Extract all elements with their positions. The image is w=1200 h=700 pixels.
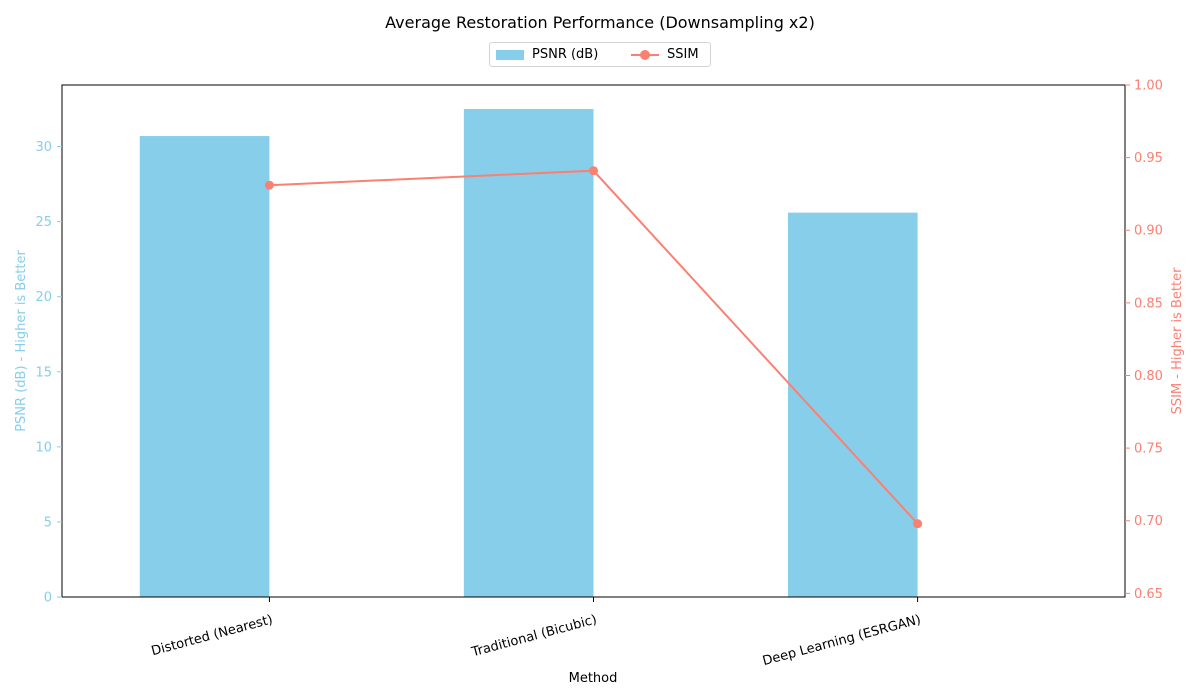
legend-item-psnr: PSNR (dB): [496, 47, 598, 62]
x-axis-label: Method: [569, 671, 618, 686]
left-y-axis-label: PSNR (dB) - Higher is Better: [14, 250, 29, 432]
left-y-tick-label: 25: [35, 215, 52, 230]
right-y-tick-label: 0.65: [1134, 587, 1163, 602]
x-tick-label: Deep Learning (ESRGAN): [761, 612, 923, 669]
right-y-axis-label: SSIM - Higher is Better: [1170, 267, 1185, 414]
right-y-tick-label: 1.00: [1134, 79, 1163, 94]
legend-swatch-line: [631, 49, 659, 60]
right-y-tick-label: 0.75: [1134, 442, 1163, 457]
legend: PSNR (dB) SSIM: [489, 42, 711, 67]
bar-psnr-2: [463, 109, 594, 597]
left-y-tick-label: 15: [35, 365, 52, 380]
right-y-tick-label: 0.85: [1134, 296, 1163, 311]
point-ssim-3: [913, 519, 923, 529]
right-y-tick-label: 0.70: [1134, 514, 1163, 529]
left-y-tick-label: 20: [35, 290, 52, 305]
right-y-tick-label: 0.80: [1134, 369, 1163, 384]
point-ssim-2: [589, 166, 598, 176]
bar-psnr-1: [139, 136, 270, 597]
legend-swatch-bar: [496, 49, 524, 60]
right-y-tick-label: 0.95: [1134, 151, 1163, 166]
left-y-tick-label: 5: [44, 515, 52, 530]
left-y-tick-label: 10: [35, 440, 52, 455]
legend-item-ssim: SSIM: [631, 47, 699, 62]
legend-label-ssim: SSIM: [667, 47, 699, 62]
left-y-tick-label: 0: [44, 591, 52, 606]
x-tick-label: Distorted (Nearest): [150, 612, 275, 659]
right-y-tick-label: 0.90: [1134, 224, 1163, 239]
legend-label-psnr: PSNR (dB): [532, 47, 599, 62]
left-y-tick-label: 30: [35, 140, 52, 155]
chart-title: Average Restoration Performance (Downsam…: [385, 13, 815, 32]
point-ssim-1: [264, 180, 274, 190]
x-tick-label: Traditional (Bicubic): [469, 612, 598, 660]
